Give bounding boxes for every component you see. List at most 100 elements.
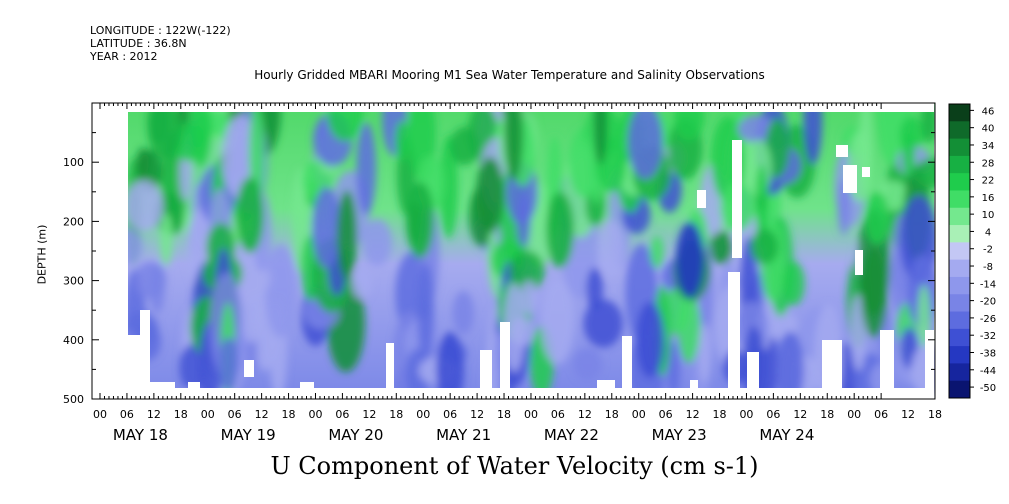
heatmap-cell [326, 103, 364, 142]
x-tick-label: 00 [847, 408, 861, 421]
x-tick-label: 06 [443, 408, 457, 421]
x-tick-label: 06 [659, 408, 673, 421]
heatmap-cell [509, 250, 545, 293]
day-label: MAY 20 [328, 426, 383, 444]
colorbar-label: 16 [982, 193, 995, 204]
x-tick-label: 18 [497, 408, 511, 421]
missing-data-area [732, 140, 742, 258]
heatmap-cell [901, 133, 916, 178]
colorbar-label: -32 [980, 331, 996, 342]
day-label: MAY 18 [113, 426, 168, 444]
missing-data-area [728, 272, 740, 388]
x-tick-label: 18 [713, 408, 727, 421]
x-tick-label: 00 [308, 408, 322, 421]
x-tick-label: 06 [335, 408, 349, 421]
heatmap-cell [861, 247, 888, 338]
heatmap-cell [709, 231, 734, 265]
x-tick-label: 12 [362, 408, 376, 421]
day-label: MAY 21 [436, 426, 491, 444]
missing-data-area [855, 250, 863, 275]
missing-data-area [925, 330, 934, 388]
colorbar-label: -2 [983, 245, 993, 256]
x-axis: 00 06 12 18 00 06 12 18 00 06 12 18 00 06 12 18 00 06 12 18… [93, 103, 942, 444]
heatmap-cell [311, 187, 341, 268]
heatmap-cell [803, 103, 823, 165]
day-label: MAY 22 [544, 426, 599, 444]
colorbar-swatch [949, 207, 970, 226]
colorbar-label: -8 [983, 262, 993, 273]
y-tick-label: 100 [63, 156, 84, 169]
longitude-label: LONGITUDE : 122W(-122) [90, 24, 231, 37]
colorbar-swatch [949, 242, 970, 261]
x-tick-label: 12 [686, 408, 700, 421]
latitude-label: LATITUDE : 36.8N [90, 37, 187, 50]
heatmap-cell [476, 157, 504, 233]
x-tick-label: 18 [928, 408, 942, 421]
missing-data-area [880, 330, 894, 388]
heatmap-cell [395, 120, 409, 162]
colorbar-label: 28 [982, 158, 995, 169]
chart-title: Hourly Gridded MBARI Mooring M1 Sea Wate… [254, 68, 765, 82]
day-label: MAY 24 [759, 426, 814, 444]
x-tick-label: 00 [201, 408, 215, 421]
heatmap-cell [586, 267, 604, 311]
heatmap-cell [439, 134, 458, 239]
x-tick-label: 18 [605, 408, 619, 421]
colorbar-swatch [949, 294, 970, 313]
heatmap-cell [776, 332, 804, 399]
day-label: MAY 19 [221, 426, 276, 444]
colorbar-swatch [949, 259, 970, 278]
colorbar: 46 40 34 28 22 16 10 4 -2 -8 -14 -20 -26 -32 -38 -44 -50 [948, 103, 996, 399]
missing-data-area [690, 380, 698, 388]
colorbar-label: 34 [982, 141, 995, 152]
heatmap-cell [362, 219, 393, 266]
heatmap-cell [783, 261, 805, 306]
year-label: YEAR : 2012 [90, 50, 158, 63]
heatmap-cell [519, 280, 538, 315]
colorbar-label: 4 [985, 227, 991, 238]
colorbar-swatch [949, 173, 970, 191]
missing-data-area [300, 382, 314, 388]
x-tick-label: 06 [766, 408, 780, 421]
missing-data-area [836, 145, 848, 157]
colorbar-swatch [949, 328, 970, 347]
colorbar-swatch [949, 363, 970, 382]
heatmap-cell [516, 191, 531, 248]
heatmap-cell [593, 103, 608, 165]
missing-data-area [480, 350, 492, 388]
colorbar-label: -38 [980, 348, 996, 359]
colorbar-swatch [949, 311, 970, 330]
missing-data-area [697, 190, 706, 208]
x-tick-label: 00 [739, 408, 753, 421]
colorbar-swatch [949, 190, 970, 209]
heatmap-cell [218, 337, 239, 393]
x-tick-label: 06 [120, 408, 134, 421]
heatmap-field [92, 103, 935, 399]
heatmap-cell [504, 103, 523, 181]
x-tick-label: 06 [551, 408, 565, 421]
heatmap-cell [540, 277, 575, 365]
heatmap-cell [124, 180, 164, 232]
y-axis: 100 200 300 400 500 [63, 102, 935, 406]
colorbar-swatch [949, 380, 970, 399]
missing-data-area [128, 335, 140, 388]
heatmap-cell [597, 219, 624, 278]
heatmap-cell [667, 340, 680, 397]
heatmap-cell [159, 213, 173, 266]
x-tick-label: 12 [255, 408, 269, 421]
x-tick-label: 00 [632, 408, 646, 421]
x-tick-label: 18 [282, 408, 296, 421]
heatmap-cell [189, 103, 213, 168]
heatmap-cell [236, 177, 264, 253]
missing-data-area [822, 340, 842, 388]
heatmap-cell [336, 190, 358, 280]
heatmap-cell [750, 228, 779, 265]
x-tick-label: 00 [524, 408, 538, 421]
x-tick-label: 18 [174, 408, 188, 421]
x-tick-label: 12 [901, 408, 915, 421]
colorbar-swatch [949, 121, 970, 140]
heatmap-cell [650, 235, 664, 269]
colorbar-swatch [949, 225, 970, 243]
heatmap-cell [406, 182, 434, 258]
